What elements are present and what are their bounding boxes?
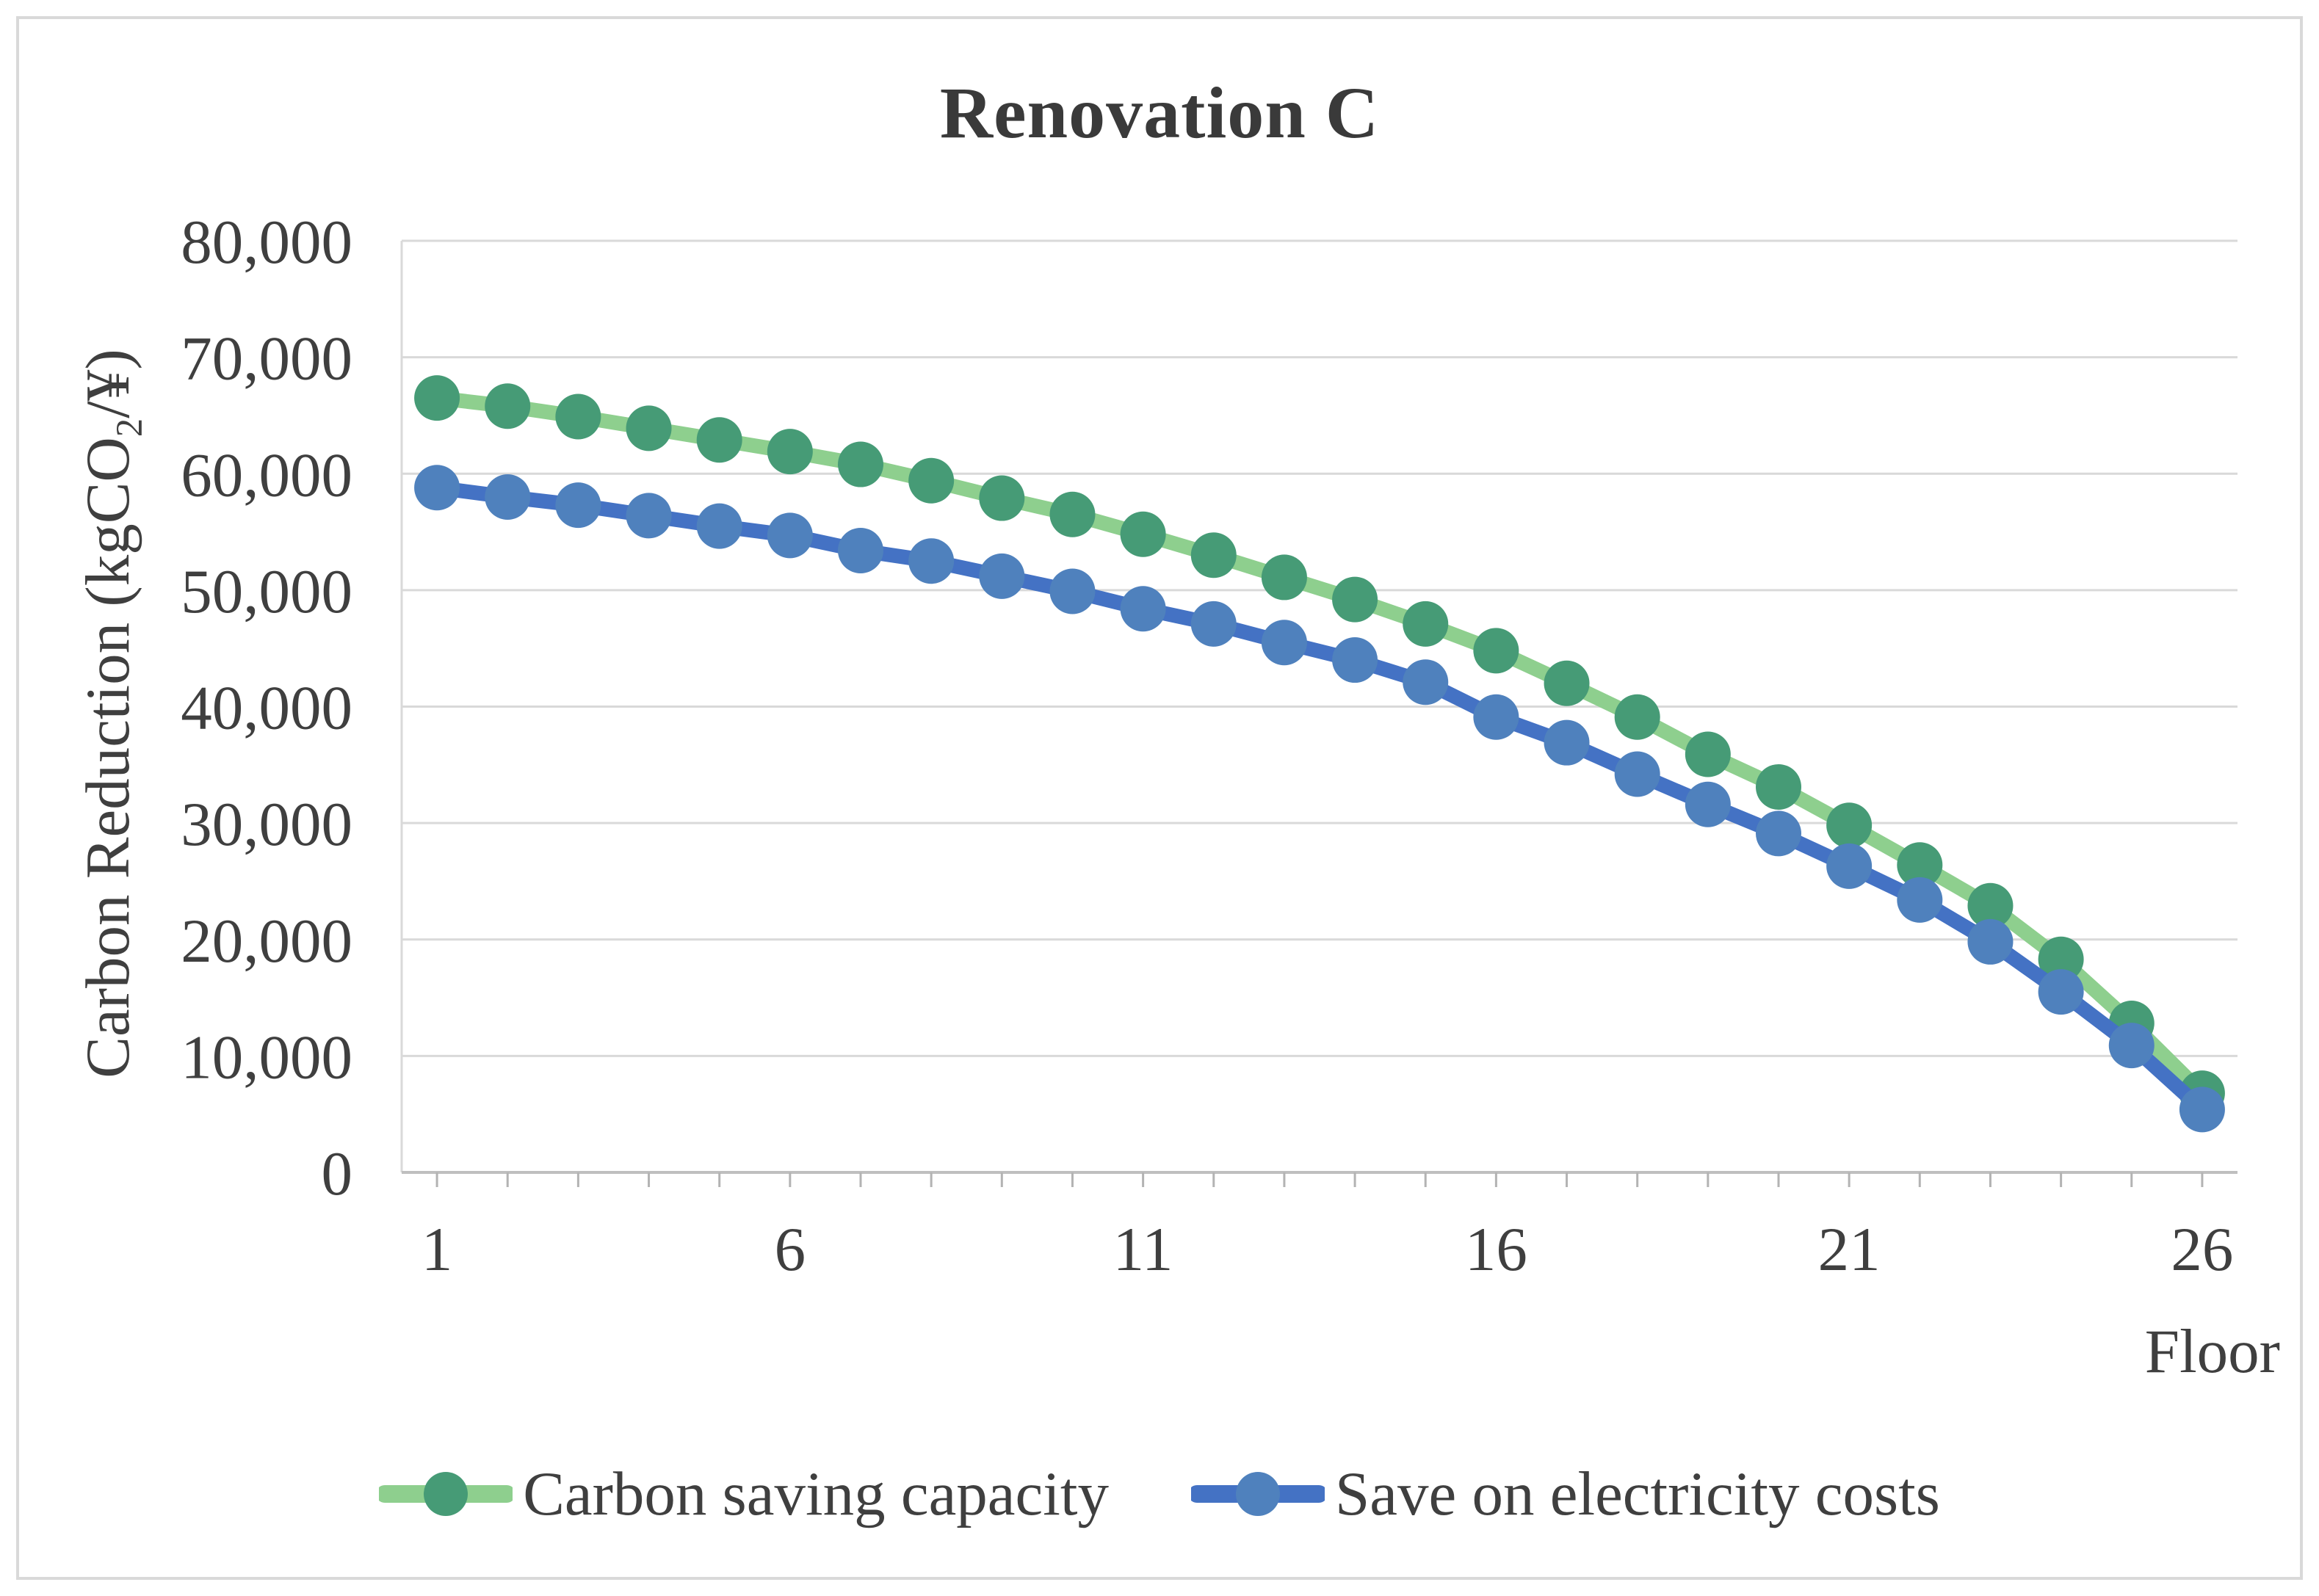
x-axis-title: Floor xyxy=(2144,1317,2280,1386)
chart-title: Renovation C xyxy=(939,72,1380,153)
y-tick-label: 10,000 xyxy=(181,1023,352,1092)
legend-item-carbon-saving-capacity: Carbon saving capacity xyxy=(379,1458,1109,1530)
data-point-green-floor-21 xyxy=(1826,802,1873,849)
data-point-green-floor-3 xyxy=(555,393,601,440)
data-point-blue-floor-13 xyxy=(1261,620,1307,666)
data-point-green-floor-4 xyxy=(626,405,672,451)
data-point-blue-floor-11 xyxy=(1120,586,1166,632)
data-point-green-floor-5 xyxy=(696,417,742,463)
data-point-blue-floor-19 xyxy=(1685,781,1731,827)
data-point-green-floor-23 xyxy=(1967,882,2014,929)
legend-marker-green xyxy=(379,1472,513,1516)
data-point-green-floor-17 xyxy=(1544,660,1590,706)
data-point-green-floor-1 xyxy=(414,375,460,421)
y-tick-label: 70,000 xyxy=(181,324,352,393)
data-point-blue-floor-26 xyxy=(2179,1087,2225,1133)
data-point-green-floor-20 xyxy=(1756,763,1801,810)
data-point-blue-floor-18 xyxy=(1614,751,1660,797)
data-point-blue-floor-3 xyxy=(555,482,601,529)
y-tick-label: 20,000 xyxy=(181,907,352,976)
x-tick-label: 11 xyxy=(1113,1215,1173,1284)
data-point-green-floor-2 xyxy=(485,383,531,429)
data-point-blue-floor-7 xyxy=(838,527,883,573)
legend-item-save-on-electricity-costs: Save on electricity costs xyxy=(1191,1458,1940,1530)
data-point-blue-floor-4 xyxy=(626,493,672,539)
data-point-green-floor-22 xyxy=(1897,842,1943,888)
data-point-green-floor-19 xyxy=(1685,731,1731,777)
data-point-green-floor-8 xyxy=(908,457,955,504)
data-point-blue-floor-25 xyxy=(2108,1023,2155,1069)
data-point-blue-floor-21 xyxy=(1826,843,1873,889)
legend-label-carbon-saving-capacity: Carbon saving capacity xyxy=(523,1459,1109,1528)
data-point-blue-floor-22 xyxy=(1897,877,1943,923)
legend-marker-blue xyxy=(1191,1472,1325,1516)
data-point-blue-floor-23 xyxy=(1967,918,2014,965)
data-point-blue-floor-2 xyxy=(485,474,531,520)
data-point-green-floor-6 xyxy=(767,429,813,475)
data-point-blue-floor-17 xyxy=(1544,719,1590,766)
chart-legend: Carbon saving capacity Save on electrici… xyxy=(0,1450,2319,1538)
data-point-blue-floor-12 xyxy=(1190,601,1237,647)
data-point-blue-floor-20 xyxy=(1756,810,1801,857)
series-line-green xyxy=(430,391,2210,1101)
x-tick-label: 1 xyxy=(422,1215,453,1284)
data-point-blue-floor-1 xyxy=(414,465,460,511)
data-point-green-floor-10 xyxy=(1049,491,1096,537)
data-point-green-floor-13 xyxy=(1261,554,1307,601)
data-point-green-floor-14 xyxy=(1332,576,1378,623)
y-tick-label: 50,000 xyxy=(181,557,352,626)
data-point-blue-floor-9 xyxy=(979,553,1025,599)
x-tick-label: 26 xyxy=(2171,1215,2233,1284)
y-tick-label: 30,000 xyxy=(181,790,352,859)
data-point-green-floor-16 xyxy=(1473,628,1519,674)
data-point-green-floor-7 xyxy=(838,441,883,487)
data-point-green-floor-18 xyxy=(1614,694,1660,740)
y-tick-label: 0 xyxy=(322,1139,353,1208)
x-tick-label: 16 xyxy=(1465,1215,1527,1284)
x-tick-label: 21 xyxy=(1818,1215,1881,1284)
data-point-blue-floor-15 xyxy=(1403,659,1449,705)
data-point-green-floor-9 xyxy=(979,475,1025,521)
data-point-blue-floor-24 xyxy=(2038,969,2084,1015)
x-tick-label: 6 xyxy=(775,1215,806,1284)
data-point-green-floor-12 xyxy=(1190,532,1237,578)
data-point-green-floor-24 xyxy=(2038,936,2084,982)
data-point-blue-floor-5 xyxy=(696,503,742,549)
y-tick-label: 60,000 xyxy=(181,440,352,509)
y-tick-label: 40,000 xyxy=(181,674,352,743)
data-point-green-floor-15 xyxy=(1403,601,1449,647)
data-point-blue-floor-6 xyxy=(767,512,813,559)
data-point-blue-floor-16 xyxy=(1473,694,1519,740)
y-tick-label: 80,000 xyxy=(181,208,352,277)
data-point-green-floor-11 xyxy=(1120,511,1166,557)
data-point-blue-floor-10 xyxy=(1049,568,1096,614)
legend-label-save-on-electricity-costs: Save on electricity costs xyxy=(1335,1459,1940,1528)
data-point-blue-floor-8 xyxy=(908,538,955,584)
data-point-blue-floor-14 xyxy=(1332,637,1378,683)
